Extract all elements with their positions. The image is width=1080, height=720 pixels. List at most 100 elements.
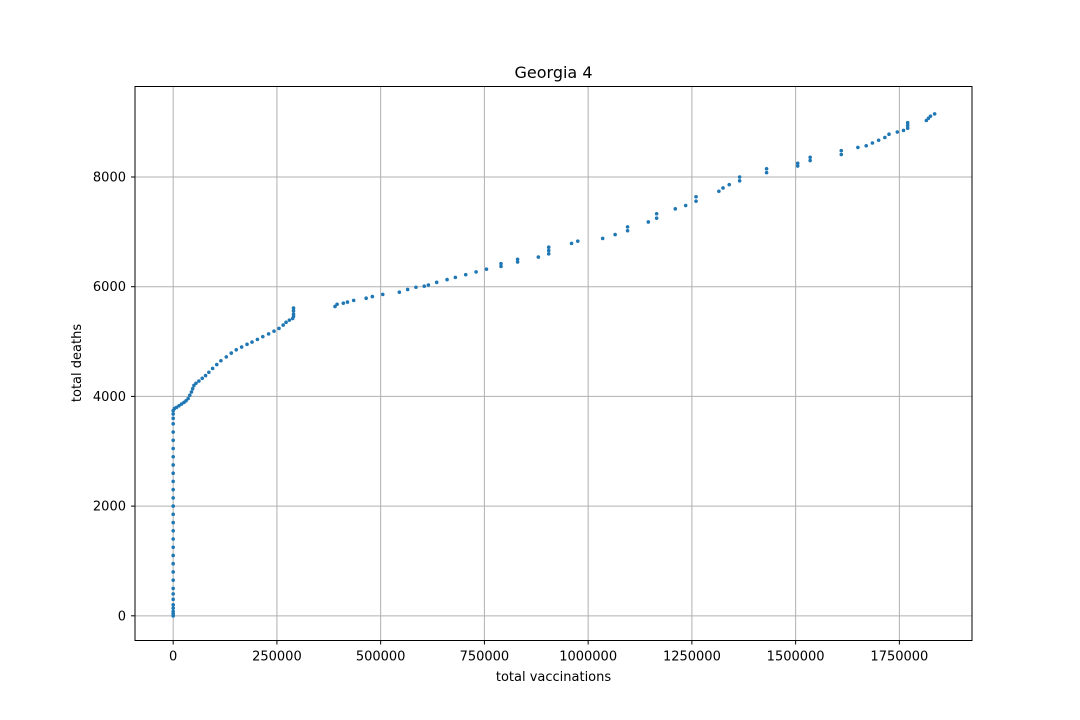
- data-point: [171, 430, 175, 434]
- data-point: [546, 252, 551, 256]
- grid-lines: [135, 86, 972, 641]
- data-point: [515, 260, 520, 264]
- data-point: [171, 471, 175, 476]
- data-point: [625, 228, 630, 233]
- data-point: [171, 438, 175, 443]
- y-axis-label: total deaths: [70, 324, 85, 402]
- data-point: [546, 248, 551, 253]
- x-axis-label: total vaccinations: [496, 670, 612, 685]
- data-point: [569, 241, 574, 246]
- data-point: [928, 114, 933, 118]
- data-point: [239, 345, 244, 349]
- data-point: [335, 302, 339, 307]
- data-point: [808, 155, 812, 160]
- data-point: [171, 487, 175, 492]
- data-point: [364, 296, 368, 301]
- y-tick-label: 8000: [93, 171, 126, 186]
- y-tick-label: 0: [118, 609, 126, 624]
- data-point: [200, 376, 205, 381]
- x-tick-label: 1500000: [767, 650, 825, 665]
- data-point: [727, 182, 732, 187]
- data-point: [764, 166, 769, 171]
- data-point: [171, 479, 175, 484]
- data-point: [171, 422, 175, 426]
- data-point: [203, 373, 208, 378]
- chart-title: Georgia 4: [515, 63, 593, 82]
- data-point: [171, 597, 175, 602]
- data-point: [277, 326, 281, 331]
- data-point: [856, 145, 860, 150]
- x-tick-label: 750000: [460, 650, 510, 665]
- data-point: [291, 309, 296, 313]
- data-point: [281, 323, 285, 327]
- data-point: [434, 280, 439, 285]
- data-point: [250, 340, 254, 344]
- y-axis: 0 2000 4000 6000 8000: [93, 171, 135, 624]
- data-point: [171, 537, 175, 541]
- data-point: [351, 298, 356, 303]
- data-point: [405, 287, 410, 292]
- data-point: [210, 366, 215, 371]
- data-point: [414, 285, 418, 290]
- data-point: [171, 504, 175, 508]
- data-point: [575, 239, 580, 243]
- data-point: [171, 586, 175, 591]
- data-point: [717, 189, 721, 194]
- data-points: [171, 112, 937, 618]
- data-point: [932, 112, 937, 116]
- data-point: [864, 143, 868, 148]
- data-point: [654, 216, 659, 220]
- data-point: [646, 220, 651, 224]
- data-point: [795, 164, 800, 168]
- x-tick-label: 1750000: [870, 650, 928, 665]
- data-point: [546, 245, 551, 250]
- data-point: [887, 132, 891, 137]
- data-point: [214, 362, 219, 367]
- data-point: [839, 152, 844, 157]
- data-point: [234, 347, 239, 352]
- data-point: [883, 135, 887, 140]
- y-tick-label: 4000: [93, 390, 126, 405]
- data-point: [694, 194, 698, 199]
- x-tick-label: 250000: [252, 650, 302, 665]
- data-point: [171, 606, 175, 610]
- x-tick-label: 500000: [356, 650, 406, 665]
- data-point: [171, 463, 175, 467]
- data-point: [171, 454, 175, 459]
- data-point: [673, 207, 678, 211]
- data-point: [694, 199, 698, 203]
- data-point: [266, 332, 271, 336]
- data-point: [171, 561, 175, 566]
- data-point: [245, 342, 249, 347]
- data-point: [171, 520, 175, 525]
- data-point: [187, 393, 192, 398]
- data-point: [613, 232, 617, 237]
- data-point: [291, 312, 296, 316]
- data-point: [453, 275, 458, 280]
- data-point: [683, 203, 688, 208]
- data-point: [380, 292, 385, 297]
- data-point: [171, 592, 175, 596]
- data-point: [197, 379, 201, 383]
- data-point: [284, 320, 288, 325]
- data-point: [171, 529, 175, 533]
- data-point: [876, 138, 881, 143]
- data-point: [600, 236, 605, 241]
- data-point: [499, 264, 503, 269]
- data-point: [463, 272, 468, 277]
- data-point: [171, 570, 175, 574]
- data-point: [224, 355, 229, 359]
- data-point: [795, 161, 800, 166]
- data-point: [261, 334, 265, 339]
- data-point: [341, 301, 346, 305]
- data-point: [905, 120, 910, 125]
- x-tick-label: 1000000: [559, 650, 617, 665]
- data-point: [189, 390, 194, 394]
- data-point: [474, 270, 478, 274]
- data-point: [171, 496, 175, 500]
- data-point: [625, 225, 630, 229]
- data-point: [870, 141, 875, 145]
- data-point: [287, 318, 292, 322]
- data-point: [171, 412, 175, 416]
